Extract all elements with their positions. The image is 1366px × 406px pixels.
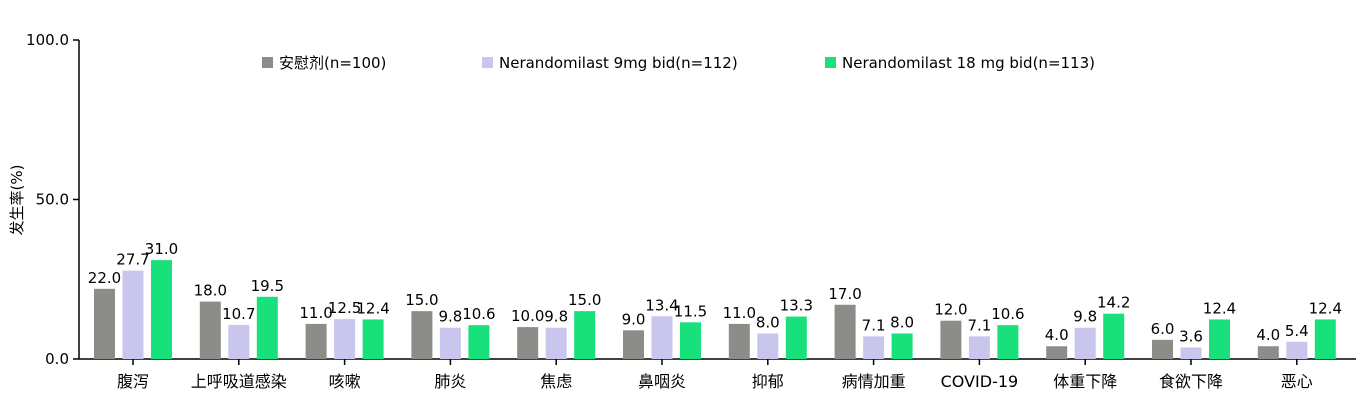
category-label: 体重下降 bbox=[1053, 372, 1117, 391]
data-label: 15.0 bbox=[568, 291, 601, 309]
data-label: 22.0 bbox=[88, 269, 121, 287]
bar bbox=[997, 325, 1019, 359]
data-label: 13.4 bbox=[645, 296, 678, 314]
data-label: 10.6 bbox=[462, 305, 495, 323]
legend-label: Nerandomilast 18 mg bid(n=113) bbox=[842, 54, 1095, 72]
y-tick-label: 0.0 bbox=[45, 350, 69, 368]
data-label: 6.0 bbox=[1151, 320, 1175, 338]
data-label: 9.8 bbox=[1073, 308, 1097, 326]
category-label: 肺炎 bbox=[434, 372, 466, 391]
bar bbox=[1314, 319, 1336, 359]
data-label: 4.0 bbox=[1045, 326, 1069, 344]
category-label: 焦虑 bbox=[540, 372, 572, 391]
y-tick-label: 100.0 bbox=[26, 31, 69, 49]
bar bbox=[1257, 346, 1279, 359]
data-label: 7.1 bbox=[967, 316, 991, 334]
bar bbox=[228, 324, 250, 359]
bar bbox=[256, 296, 278, 359]
bar bbox=[151, 260, 172, 359]
legend-swatch bbox=[262, 57, 273, 68]
data-label: 11.0 bbox=[723, 304, 756, 322]
legend-swatch bbox=[825, 57, 836, 68]
data-label: 9.8 bbox=[544, 308, 568, 326]
data-label: 10.0 bbox=[511, 307, 544, 325]
data-label: 17.0 bbox=[828, 285, 861, 303]
data-label: 18.0 bbox=[194, 282, 227, 300]
bar bbox=[728, 323, 750, 359]
data-label: 7.1 bbox=[862, 316, 886, 334]
data-label: 27.7 bbox=[116, 251, 149, 269]
bar bbox=[1180, 347, 1202, 359]
legend-swatch bbox=[482, 57, 493, 68]
bar bbox=[468, 325, 490, 359]
bar bbox=[362, 319, 384, 359]
category-label: 抑郁 bbox=[752, 372, 784, 391]
data-label: 12.0 bbox=[934, 301, 967, 319]
bar bbox=[122, 270, 144, 359]
bar bbox=[863, 336, 885, 359]
category-label: 食欲下降 bbox=[1159, 372, 1223, 391]
legend-label: 安慰剂(n=100) bbox=[279, 54, 386, 72]
y-ticks: 0.0 50.0 100.0 bbox=[26, 31, 79, 368]
category-label: 恶心 bbox=[1281, 372, 1313, 391]
data-label: 12.5 bbox=[328, 299, 361, 317]
category-labels: 腹泻 上呼吸道感染 咳嗽 肺炎 焦虑 鼻咽炎 抑郁 病情加重 COVID-19 体重下降 食欲下降 恶… bbox=[117, 359, 1313, 391]
data-label: 19.5 bbox=[251, 277, 284, 295]
data-label: 9.8 bbox=[438, 308, 462, 326]
bar bbox=[680, 322, 701, 359]
category-label: 鼻咽炎 bbox=[638, 372, 686, 391]
bar bbox=[623, 330, 644, 359]
bar bbox=[968, 336, 990, 359]
bar-groups: 22.027.731.018.010.719.511.012.512.4 15.0… bbox=[88, 240, 1342, 359]
data-label: 12.4 bbox=[356, 299, 389, 317]
data-label: 13.3 bbox=[780, 297, 813, 315]
category-label: 咳嗽 bbox=[329, 372, 361, 391]
data-label: 4.0 bbox=[1256, 326, 1280, 344]
category-label: 上呼吸道感染 bbox=[191, 372, 287, 391]
data-label: 12.4 bbox=[1203, 299, 1236, 317]
category-label: COVID-19 bbox=[941, 372, 1019, 391]
bar bbox=[891, 333, 913, 359]
legend-label: Nerandomilast 9mg bid(n=112) bbox=[499, 54, 738, 72]
bar bbox=[1152, 339, 1173, 359]
bar bbox=[785, 316, 807, 359]
data-label: 9.0 bbox=[622, 310, 646, 328]
bar bbox=[651, 316, 673, 359]
bar bbox=[940, 320, 962, 359]
legend: 安慰剂(n=100) Nerandomilast 9mg bid(n=112) Ne… bbox=[262, 54, 1095, 72]
category-label: 病情加重 bbox=[842, 372, 906, 391]
data-label: 10.7 bbox=[222, 305, 255, 323]
bar bbox=[1074, 327, 1096, 359]
bar bbox=[1103, 313, 1125, 359]
bar bbox=[199, 301, 221, 359]
category-label: 腹泻 bbox=[117, 372, 149, 391]
data-label: 10.6 bbox=[991, 305, 1024, 323]
data-label: 12.4 bbox=[1309, 299, 1342, 317]
bar bbox=[305, 323, 327, 359]
data-label: 14.2 bbox=[1097, 294, 1130, 312]
bar bbox=[757, 333, 779, 359]
data-label: 15.0 bbox=[405, 291, 438, 309]
data-label: 8.0 bbox=[890, 313, 914, 331]
data-label: 8.0 bbox=[756, 313, 780, 331]
bar bbox=[1209, 319, 1230, 359]
bar bbox=[1286, 341, 1308, 359]
data-label: 5.4 bbox=[1285, 322, 1309, 340]
data-label: 31.0 bbox=[145, 240, 178, 258]
bar bbox=[517, 327, 539, 359]
bar bbox=[1046, 346, 1068, 359]
data-label: 3.6 bbox=[1179, 328, 1203, 346]
bar bbox=[545, 327, 567, 359]
bar bbox=[411, 311, 433, 359]
bar bbox=[834, 304, 856, 359]
y-tick-label: 50.0 bbox=[36, 191, 69, 209]
bar bbox=[334, 319, 356, 359]
y-axis-title: 发生率(%) bbox=[8, 165, 26, 236]
data-label: 11.5 bbox=[674, 302, 707, 320]
bar bbox=[574, 311, 596, 359]
data-label: 11.0 bbox=[299, 304, 332, 322]
bar bbox=[439, 327, 461, 359]
bar bbox=[94, 288, 115, 359]
